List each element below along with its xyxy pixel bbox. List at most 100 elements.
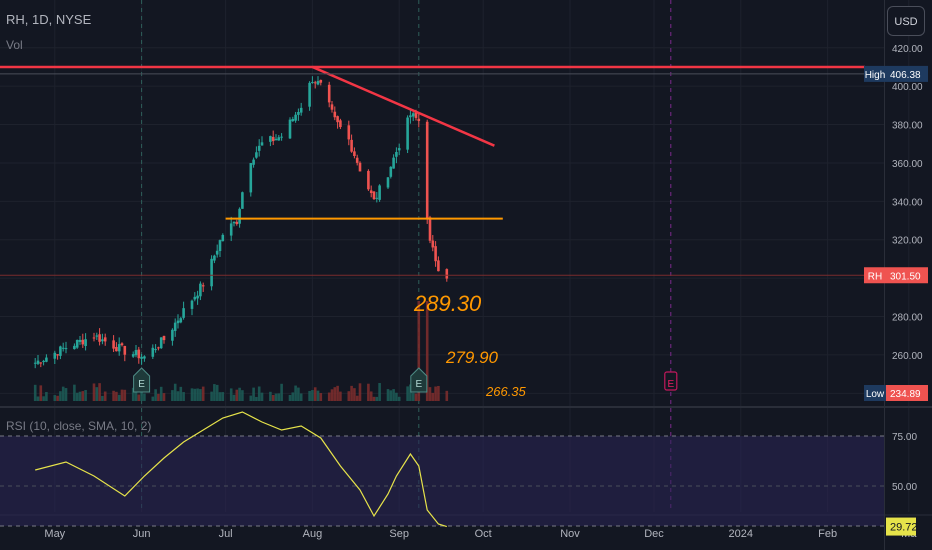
volume-bar [330, 389, 334, 401]
candle-body [271, 136, 275, 142]
volume-bar [257, 386, 261, 401]
candle-body [92, 337, 96, 339]
volume-bar [339, 391, 342, 401]
candle-body [182, 308, 185, 318]
rsi-value: 29.72 [890, 522, 918, 534]
candle-body [369, 190, 373, 194]
candle-body [235, 221, 239, 225]
candle-body [297, 112, 300, 115]
low-marker-value-box [886, 385, 928, 401]
volume-bar [154, 389, 157, 401]
volume-bar [36, 396, 40, 401]
candle-body [353, 151, 356, 157]
volume-bar [190, 388, 194, 401]
volume-bar [445, 390, 449, 401]
candle-body [120, 343, 124, 346]
volume-bar [269, 391, 272, 401]
volume-bar [56, 395, 59, 401]
volume-bar [140, 389, 143, 401]
volume-bar [45, 392, 48, 401]
candle-body [59, 346, 62, 356]
candle-body [241, 192, 244, 209]
volume-bar [414, 393, 418, 401]
candle-body [78, 339, 82, 342]
volume-bar [171, 390, 174, 401]
volume-bar [299, 393, 303, 401]
volume-bar [311, 390, 314, 401]
candle-body [358, 162, 362, 172]
high-marker-label: High [865, 70, 886, 81]
volume-bar [280, 383, 283, 401]
volume-bar [196, 388, 199, 401]
candle-body [56, 354, 59, 356]
volume-bar [117, 394, 121, 401]
candle-body [232, 221, 236, 224]
volume-bar [428, 387, 432, 401]
volume-bar [218, 392, 222, 401]
y-tick-label: 380.00 [892, 121, 923, 132]
candle-body [199, 283, 202, 297]
x-tick-label: 2024 [729, 528, 753, 540]
candle-body [73, 345, 76, 350]
volume-bar [92, 383, 96, 401]
volume-bar [274, 393, 278, 401]
volume-bar [397, 396, 401, 401]
y-tick-label: 280.00 [892, 313, 923, 324]
high-marker-value-box [886, 65, 928, 82]
x-tick-label: Oct [475, 528, 492, 540]
earnings-badge: E [664, 371, 678, 391]
candle-body [159, 337, 163, 349]
volume-bar [137, 394, 141, 401]
candle-body [162, 335, 166, 341]
x-tick-label: Feb [818, 528, 837, 540]
volume-bar [95, 387, 99, 401]
volume-bar [255, 396, 258, 401]
candle-body [218, 240, 222, 252]
last-price-marker-label-box [864, 267, 886, 284]
candle-body [425, 121, 429, 219]
candle-body [375, 197, 379, 199]
rsi-y-tick-label: 50.00 [892, 482, 917, 493]
candle-body [61, 347, 65, 349]
volume-bar [159, 386, 163, 401]
candle-body [95, 335, 99, 337]
rsi-band [0, 436, 884, 526]
candle-body [294, 114, 297, 121]
candle-body [336, 116, 339, 123]
last-price-marker-value-box [886, 267, 928, 284]
earnings-badge: E [133, 367, 151, 393]
candle-body [257, 145, 261, 151]
candle-body [151, 347, 155, 357]
currency-button[interactable]: USD [887, 6, 925, 36]
volume-bar [327, 392, 331, 401]
descending-trendline [311, 65, 495, 147]
volume-bar [350, 385, 353, 401]
y-tick-label: 260.00 [892, 351, 923, 362]
volume-bar [386, 389, 390, 401]
volume-bar [271, 394, 275, 401]
volume-bar [173, 383, 177, 401]
volume-bar [112, 390, 115, 401]
volume-bar [235, 389, 239, 401]
candle-body [319, 79, 323, 83]
candle-body [45, 357, 48, 362]
candle-body [316, 81, 320, 85]
candle-body [33, 362, 37, 364]
high-marker-value: 406.38 [890, 70, 921, 81]
y-tick-label: 360.00 [892, 159, 923, 170]
y-tick-label: 340.00 [892, 197, 923, 208]
volume-bar [59, 391, 62, 401]
volume-bar [358, 383, 362, 401]
candle-body [330, 104, 334, 110]
earnings-badge: E [410, 367, 428, 393]
volume-bar [213, 384, 216, 401]
candle-body [308, 82, 311, 107]
volume-bar [98, 383, 101, 401]
volume-bar [308, 390, 311, 401]
volume-bar [392, 389, 395, 401]
volume-bar [355, 395, 359, 401]
candle-body [355, 157, 359, 163]
last-price-marker-label: RH [868, 271, 882, 282]
volume-bar [252, 387, 255, 401]
